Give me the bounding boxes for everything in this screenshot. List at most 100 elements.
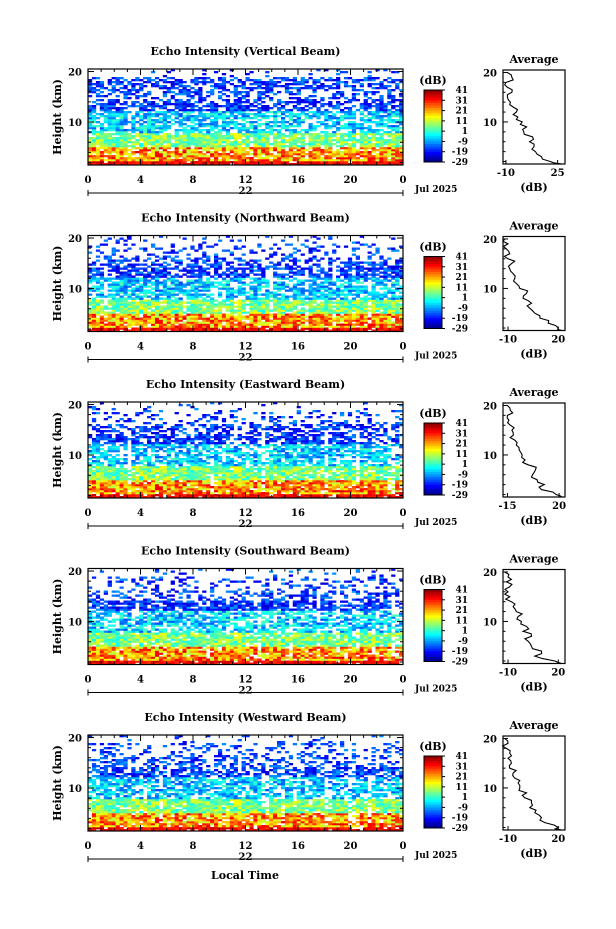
- heatmap-cell: [257, 321, 262, 324]
- heatmap-cell: [237, 299, 242, 302]
- heatmap-cell: [332, 301, 337, 304]
- heatmap-cell: [245, 127, 250, 130]
- heatmap-cell: [257, 139, 262, 142]
- heatmap-cell: [174, 285, 179, 288]
- heatmap-cell: [367, 143, 372, 146]
- heatmap-cell: [139, 287, 144, 290]
- heatmap-cell: [186, 307, 191, 310]
- heatmap-cell: [284, 301, 290, 304]
- heatmap-cell: [241, 157, 246, 160]
- heatmap-cell: [253, 125, 258, 128]
- heatmap-cell: [292, 247, 297, 250]
- heatmap-cell: [277, 329, 282, 332]
- heatmap-cell: [261, 123, 266, 126]
- heatmap-cell: [355, 99, 360, 102]
- heatmap-cell: [379, 329, 384, 332]
- heatmap-cell: [170, 313, 175, 316]
- heatmap-cell: [143, 289, 148, 292]
- heatmap-cell: [151, 291, 156, 294]
- heatmap-cell: [308, 155, 313, 158]
- heatmap-cell: [95, 113, 101, 116]
- heatmap-cell: [217, 283, 223, 286]
- heatmap-cell: [300, 137, 305, 140]
- heatmap-cell: [178, 301, 183, 304]
- heatmap-cell: [166, 141, 171, 144]
- heatmap-cell: [115, 281, 120, 284]
- heatmap-cell: [391, 161, 396, 164]
- heatmap-cell: [288, 317, 294, 320]
- heatmap-cell: [375, 117, 380, 120]
- heatmap-cell: [347, 135, 353, 138]
- heatmap-cell: [99, 143, 105, 146]
- heatmap-cell: [225, 103, 231, 106]
- heatmap-cell: [170, 123, 175, 126]
- heatmap-cell: [221, 121, 227, 124]
- heatmap-cell: [391, 107, 396, 110]
- heatmap-cell: [154, 119, 160, 122]
- heatmap-cell: [237, 301, 242, 304]
- heatmap-cell: [387, 275, 392, 278]
- heatmap-cell: [253, 293, 258, 296]
- heatmap-cell: [214, 153, 219, 156]
- heatmap-cell: [166, 133, 171, 136]
- heatmap-cell: [111, 265, 116, 268]
- heatmap-cell: [351, 315, 357, 318]
- heatmap-cell: [288, 97, 294, 100]
- heatmap-cell: [300, 145, 305, 148]
- heatmap-cell: [241, 139, 246, 142]
- heatmap-cell: [111, 315, 116, 318]
- heatmap-cell: [367, 309, 372, 312]
- heatmap-cell: [107, 311, 112, 314]
- heatmap-cell: [123, 321, 128, 324]
- heatmap-cell: [343, 295, 349, 298]
- heatmap-cell: [111, 301, 116, 304]
- y-axis-label: Height (km): [51, 79, 64, 155]
- heatmap-cell: [154, 83, 160, 86]
- heatmap-cell: [229, 251, 234, 254]
- heatmap-cell: [391, 321, 396, 324]
- heatmap-cell: [123, 283, 128, 286]
- heatmap-cell: [206, 109, 211, 112]
- heatmap-cell: [198, 107, 203, 110]
- heatmap-cell: [221, 135, 227, 138]
- heatmap-cell: [206, 155, 211, 158]
- heatmap-cell: [151, 151, 156, 154]
- heatmap-cell: [206, 301, 211, 304]
- heatmap-cell: [340, 301, 345, 304]
- heatmap-cell: [225, 109, 231, 112]
- heatmap-cell: [131, 131, 136, 134]
- heatmap-cell: [336, 315, 341, 318]
- heatmap-cell: [265, 89, 270, 92]
- heatmap-cell: [127, 309, 132, 312]
- heatmap-cell: [154, 85, 160, 88]
- heatmap-cell: [292, 151, 297, 154]
- heatmap-cell: [210, 265, 215, 268]
- heatmap-cell: [351, 153, 357, 156]
- heatmap-cell: [375, 293, 380, 296]
- heatmap-cell: [194, 79, 199, 82]
- heatmap-cell: [139, 291, 144, 294]
- heatmap-cell: [336, 69, 341, 72]
- heatmap-cell: [375, 69, 380, 72]
- heatmap-cell: [241, 159, 246, 162]
- heatmap-cell: [88, 313, 93, 316]
- heatmap-cell: [320, 303, 325, 306]
- heatmap-cell: [147, 125, 152, 128]
- heatmap-cell: [280, 311, 286, 314]
- heatmap-cell: [135, 309, 140, 312]
- heatmap-cell: [391, 325, 396, 328]
- heatmap-cell: [296, 151, 301, 154]
- heatmap-cell: [143, 293, 148, 296]
- heatmap-cell: [277, 327, 282, 330]
- heatmap-cell: [387, 93, 392, 96]
- heatmap-cell: [88, 245, 93, 248]
- heatmap-cell: [147, 143, 152, 146]
- heatmap-cell: [312, 321, 317, 324]
- heatmap-cell: [265, 151, 270, 154]
- heatmap-cell: [202, 299, 207, 302]
- heatmap-cell: [151, 329, 156, 332]
- heatmap-cell: [229, 307, 234, 310]
- heatmap-cell: [178, 155, 183, 158]
- heatmap-cell: [300, 269, 305, 272]
- heatmap-cell: [214, 71, 219, 74]
